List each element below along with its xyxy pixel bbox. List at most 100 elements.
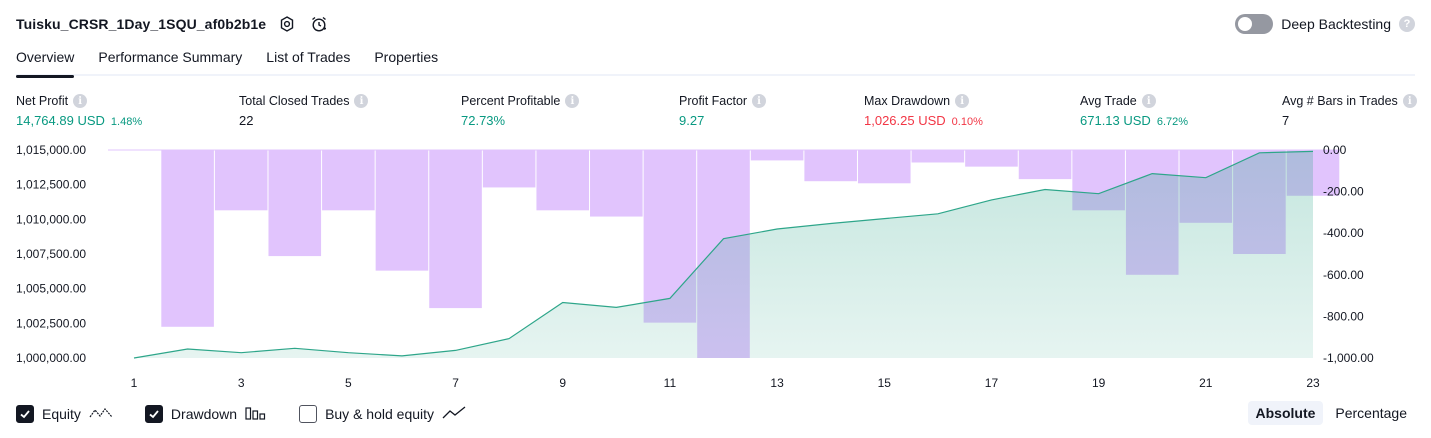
x-axis-tick-label: 9 [559,376,566,390]
info-icon[interactable]: i [354,94,369,108]
metric-value: 1,026.25 USD [864,113,946,128]
info-icon[interactable]: i [1402,94,1417,108]
right-axis-tick-label: -600.00 [1323,268,1364,282]
left-axis-tick-label: 1,000,000.00 [16,351,86,365]
x-axis-tick-label: 11 [664,376,677,390]
alarm-clock-icon[interactable] [308,13,330,35]
legend-buy-hold-label: Buy & hold equity [325,406,435,422]
x-axis-tick-label: 3 [238,376,245,390]
legend-equity-label: Equity [42,406,81,422]
left-axis-tick-label: 1,005,000.00 [16,282,86,296]
drawdown-bars-icon [245,405,267,424]
tab-list-of-trades[interactable]: List of Trades [266,49,351,65]
metric-label: Max Drawdown [864,94,951,108]
drawdown-bar [161,150,214,327]
legend-drawdown[interactable]: Drawdown [144,405,267,424]
x-axis-tick-label: 15 [878,376,892,390]
percentage-button[interactable]: Percentage [1335,405,1407,421]
help-icon[interactable]: ? [1399,16,1415,32]
drawdown-bar [804,150,857,182]
info-icon[interactable]: i [1141,94,1156,108]
info-icon[interactable]: i [955,94,970,108]
drawdown-bar [322,150,375,211]
metric-label: Avg # Bars in Trades [1282,94,1398,108]
legend-drawdown-label: Drawdown [170,406,238,422]
drawdown-bar [375,150,429,271]
right-axis-tick-label: -400.00 [1323,226,1364,240]
metric-label: Percent Profitable [461,94,561,108]
chart-svg: 1,015,000.00 1,012,500.00 1,010,000.00 1,00… [16,143,1374,390]
buy-hold-line-icon [442,405,466,424]
chart-legend: Equity Drawdown Buy & hold equity [16,403,498,425]
metric-label: Total Closed Trades [239,94,350,108]
info-icon[interactable]: i [565,94,580,108]
metric-percent-profitable: Percent Profitable i 72.73% [461,93,580,128]
drawdown-bar [911,150,965,163]
drawdown-bar [965,150,1018,167]
tab-properties[interactable]: Properties [374,49,439,65]
left-axis-tick-label: 1,002,500.00 [16,316,86,330]
drawdown-bar [429,150,482,309]
drawdown-bar [268,150,322,257]
left-axis-tick-label: 1,012,500.00 [16,178,86,192]
right-axis-tick-label: -200.00 [1323,185,1364,199]
x-axis-tick-label: 13 [770,376,784,390]
legend-equity[interactable]: Equity [16,405,113,424]
info-icon[interactable]: i [752,94,767,108]
drawdown-bar [482,150,536,188]
equity-checkbox[interactable] [16,405,34,423]
tab-overview[interactable]: Overview [16,44,75,78]
legend-buy-hold[interactable]: Buy & hold equity [299,405,466,424]
settings-icon[interactable] [276,13,298,35]
metric-total-closed-trades: Total Closed Trades i 22 [239,93,369,128]
header-title-row: Tuisku_CRSR_1Day_1SQU_af0b2b1e [16,12,330,36]
drawdown-bar [214,150,268,211]
tab-performance-summary[interactable]: Performance Summary [98,49,243,65]
left-axis-tick-label: 1,007,500.00 [16,247,86,261]
drawdown-bar [750,150,804,161]
metric-avg-trade: Avg Trade i 671.13 USD 6.72% [1080,93,1188,128]
right-axis-tick-label: -1,000.00 [1323,351,1374,365]
x-axis-tick-label: 17 [985,376,999,390]
x-axis-tick-label: 1 [131,376,138,390]
drawdown-checkbox[interactable] [144,405,163,423]
left-axis-tick-label: 1,015,000.00 [16,143,86,157]
drawdown-bar [536,150,590,211]
metric-label: Avg Trade [1080,94,1137,108]
deep-backtesting-toggle[interactable] [1235,14,1274,34]
metric-percent: 0.10% [951,116,983,128]
value-mode-switch: Absolute Percentage [1247,401,1416,425]
x-axis-tick-label: 7 [452,376,459,390]
absolute-button[interactable]: Absolute [1247,401,1324,425]
report-tabs: Overview Performance Summary List of Tra… [16,44,1415,78]
right-axis-tick-label: 0.00 [1323,143,1347,157]
equity-line-icon [89,405,113,424]
metric-net-profit: Net Profit i 14,764.89 USD 1.48% [16,93,142,128]
deep-backtesting-control: Deep Backtesting ? [1235,12,1415,36]
equity-line [133,150,1314,359]
x-axis-tick-label: 23 [1306,376,1320,390]
x-axis-tick-label: 19 [1092,376,1106,390]
metric-value: 671.13 USD [1080,113,1151,128]
right-axis-tick-label: -800.00 [1323,309,1364,323]
equity-drawdown-chart[interactable]: 1,015,000.00 1,012,500.00 1,010,000.00 1,00… [0,135,1431,395]
metric-value: 7 [1282,113,1290,128]
left-axis-tick-label: 1,010,000.00 [16,212,86,226]
metric-avg-bars: Avg # Bars in Trades i 7 [1282,93,1417,128]
strategy-name: Tuisku_CRSR_1Day_1SQU_af0b2b1e [16,16,267,32]
x-axis-tick-label: 5 [345,376,352,390]
deep-backtesting-label: Deep Backtesting [1281,16,1391,32]
buy-hold-checkbox[interactable] [299,405,318,423]
metric-profit-factor: Profit Factor i 9.27 [679,93,767,128]
metric-value: 9.27 [679,113,705,128]
metric-value: 14,764.89 USD [16,113,105,128]
metric-label: Profit Factor [679,94,748,108]
drawdown-bar [857,150,911,184]
info-icon[interactable]: i [73,94,88,108]
metric-value: 22 [239,113,254,128]
metric-max-drawdown: Max Drawdown i 1,026.25 USD 0.10% [864,93,983,128]
drawdown-bar [590,150,643,217]
metric-percent: 6.72% [1156,116,1189,128]
metric-label: Net Profit [16,94,69,108]
drawdown-bar [1018,150,1072,180]
